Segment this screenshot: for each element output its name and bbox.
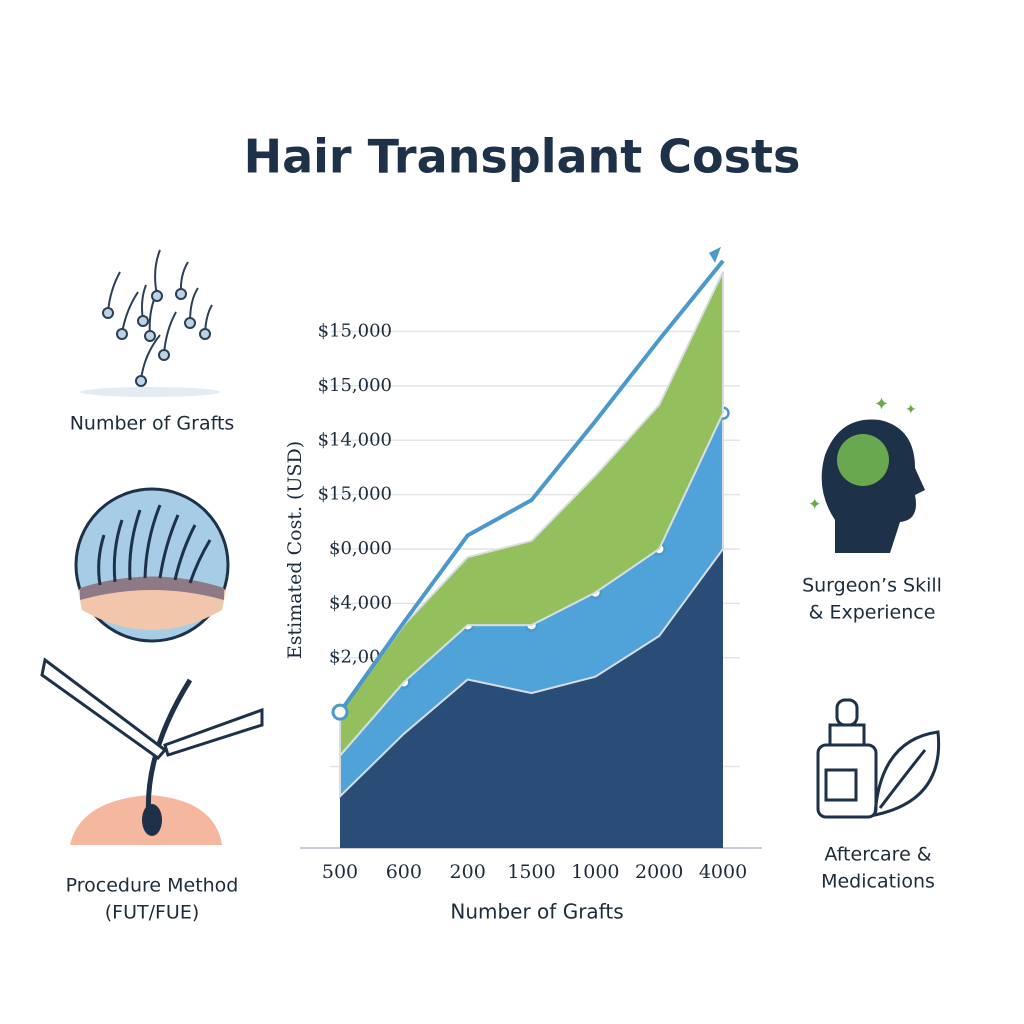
factor-label: Procedure Method [66,875,239,897]
scalp-icon [74,487,230,643]
area [340,549,723,848]
grafts-icon [80,249,220,397]
title: Hair Transplant Costs [244,130,801,184]
y-tick-label: $0,000 [329,538,392,559]
x-tick-label: 2000 [635,861,683,883]
procedure-icon [40,657,264,845]
x-tick-label: 600 [386,861,422,883]
factor-label: (FUT/FUE) [105,902,200,924]
y-tick-label: $15,000 [318,375,392,396]
x-tick-label: 1000 [571,861,619,883]
x-tick-label: 200 [450,861,486,883]
svg-text:✦: ✦ [905,402,917,418]
factor-label: Medications [821,871,935,893]
aftercare-icon [816,698,941,819]
trend-arrow [709,246,721,263]
trend-line [338,259,725,714]
svg-text:✦: ✦ [808,495,821,514]
x-tick-label: 4000 [699,861,747,883]
y-tick-label: $4,000 [329,592,392,613]
factor-label: Surgeon’s Skill [802,575,942,597]
y-tick-label: $15,000 [318,484,392,505]
factor-label: Number of Grafts [70,413,235,435]
factor-label: & Experience [809,602,936,624]
surgeon-icon: ✦ ✦ ✦ [808,394,925,553]
area [339,271,724,759]
factor-label: Aftercare & [824,844,931,866]
y-tick-label: $14,000 [318,429,392,450]
y-tick-label: $15,000 [318,321,392,342]
x-tick-label: 500 [322,861,358,883]
x-tick-label: 1500 [507,861,555,883]
y-axis-label: Estimated Cost. (USD) [284,441,306,659]
x-axis-label: Number of Grafts [450,900,623,924]
trend-start [331,703,349,721]
svg-text:✦: ✦ [874,394,889,415]
